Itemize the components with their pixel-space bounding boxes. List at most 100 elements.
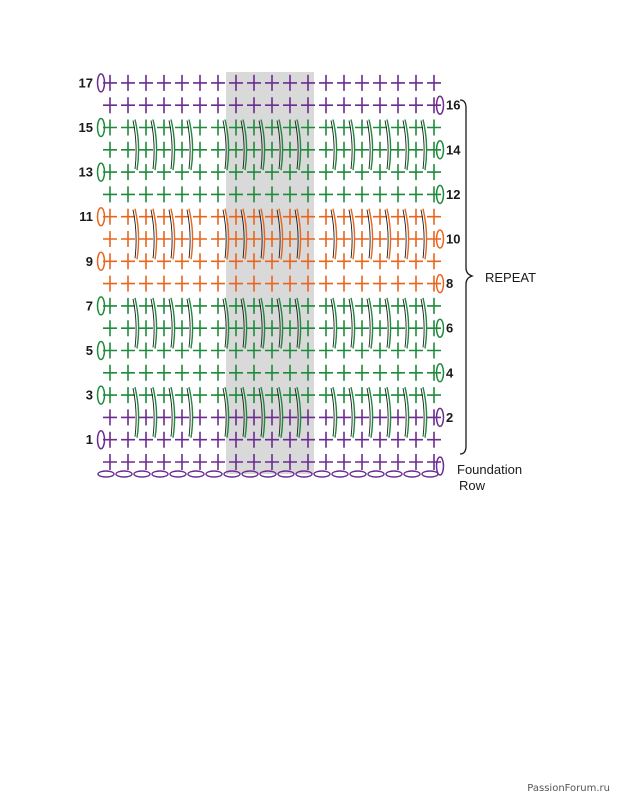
single-crochet-stitch bbox=[121, 364, 135, 381]
single-crochet-stitch bbox=[229, 297, 243, 314]
single-crochet-stitch bbox=[139, 253, 153, 270]
single-crochet-stitch bbox=[193, 275, 207, 292]
single-crochet-stitch bbox=[175, 342, 189, 359]
single-crochet-stitch bbox=[121, 141, 135, 158]
single-crochet-stitch bbox=[283, 387, 297, 404]
single-crochet-stitch bbox=[355, 320, 369, 337]
single-crochet-stitch bbox=[283, 297, 297, 314]
turning-chain-row-11 bbox=[96, 206, 106, 227]
front-post-stitch bbox=[278, 386, 284, 438]
single-crochet-stitch bbox=[283, 208, 297, 225]
single-crochet-stitch bbox=[103, 364, 117, 381]
single-crochet-stitch bbox=[391, 141, 405, 158]
single-crochet-stitch bbox=[427, 74, 441, 91]
single-crochet-stitch bbox=[265, 186, 279, 203]
front-post-stitch bbox=[368, 386, 374, 438]
single-crochet-stitch bbox=[211, 431, 225, 448]
single-crochet-stitch bbox=[103, 141, 117, 158]
single-crochet-stitch bbox=[103, 320, 117, 337]
single-crochet-stitch bbox=[139, 208, 153, 225]
turning-chain-row-6 bbox=[435, 318, 445, 338]
single-crochet-stitch bbox=[175, 297, 189, 314]
front-post-stitch bbox=[134, 119, 140, 171]
front-post-stitch bbox=[332, 386, 338, 438]
single-crochet-stitch bbox=[211, 297, 225, 314]
single-crochet-stitch bbox=[427, 320, 441, 337]
single-crochet-stitch bbox=[103, 275, 117, 292]
front-post-stitch bbox=[170, 386, 176, 438]
single-crochet-stitch bbox=[139, 409, 153, 426]
single-crochet-stitch bbox=[373, 320, 387, 337]
front-post-stitch bbox=[260, 386, 266, 438]
foundation-single-crochet bbox=[427, 454, 441, 470]
single-crochet-stitch bbox=[427, 97, 441, 114]
front-post-stitch bbox=[278, 208, 284, 260]
single-crochet-stitch bbox=[103, 297, 117, 314]
single-crochet-stitch bbox=[301, 320, 315, 337]
front-post-stitch bbox=[404, 386, 410, 438]
single-crochet-stitch bbox=[175, 186, 189, 203]
front-post-stitch-outline bbox=[132, 388, 137, 437]
turning-chain-row-8 bbox=[435, 273, 445, 294]
single-crochet-stitch bbox=[319, 141, 333, 158]
single-crochet-stitch bbox=[175, 141, 189, 158]
turning-chains bbox=[96, 73, 445, 450]
single-crochet-stitch bbox=[157, 275, 171, 292]
foundation-chain-stitch bbox=[403, 470, 421, 478]
front-post-stitch-outline bbox=[168, 120, 173, 170]
single-crochet-stitch bbox=[157, 119, 171, 136]
front-post-stitch bbox=[368, 297, 374, 349]
row-number-6: 6 bbox=[446, 321, 453, 336]
foundation-chain-stitch bbox=[115, 470, 133, 478]
single-crochet-stitch bbox=[319, 387, 333, 404]
single-crochet-stitch bbox=[229, 141, 243, 158]
single-crochet-stitch bbox=[229, 231, 243, 247]
post-stitches-row-3 bbox=[132, 386, 428, 438]
single-crochet-stitch bbox=[193, 141, 207, 158]
single-crochet-stitch bbox=[409, 253, 423, 270]
foundation-chain-stitch bbox=[421, 470, 439, 478]
repeat-label: REPEAT bbox=[485, 270, 536, 285]
single-crochet-stitch bbox=[211, 208, 225, 225]
single-crochet-stitch bbox=[229, 364, 243, 381]
single-crochet-stitch bbox=[121, 186, 135, 203]
single-crochet-stitch bbox=[139, 431, 153, 448]
front-post-stitch bbox=[332, 208, 338, 260]
single-crochet-stitch bbox=[427, 342, 441, 359]
single-crochet-stitch bbox=[247, 164, 261, 181]
single-crochet-stitch bbox=[157, 231, 171, 247]
foundation-turning-chain bbox=[435, 456, 445, 476]
single-crochet-stitch bbox=[265, 231, 279, 247]
single-crochet-stitch bbox=[247, 74, 261, 91]
front-post-stitch bbox=[242, 208, 248, 260]
turning-chain-row-17 bbox=[96, 73, 106, 93]
single-crochet-stitch bbox=[355, 208, 369, 225]
front-post-stitch-outline bbox=[402, 298, 407, 348]
front-post-stitch-outline bbox=[384, 120, 389, 170]
single-crochet-stitch bbox=[229, 253, 243, 270]
foundation-chain-stitch bbox=[133, 470, 151, 478]
single-crochet-stitch bbox=[229, 119, 243, 136]
single-crochet-stitch bbox=[247, 97, 261, 114]
single-crochet-stitch bbox=[139, 74, 153, 91]
front-post-stitch-outline bbox=[294, 388, 299, 437]
single-crochet-stitch bbox=[139, 275, 153, 292]
single-crochet-stitch bbox=[355, 231, 369, 247]
single-crochet-stitch bbox=[373, 208, 387, 225]
single-crochet-stitch bbox=[391, 364, 405, 381]
foundation-chain-stitch bbox=[259, 470, 277, 478]
turning-chain-row-9 bbox=[96, 251, 106, 272]
front-post-stitch bbox=[350, 386, 356, 438]
single-crochet-stitch bbox=[265, 74, 279, 91]
single-crochet-stitch bbox=[265, 119, 279, 136]
single-crochet-stitch bbox=[301, 297, 315, 314]
single-crochet-stitch bbox=[391, 387, 405, 404]
single-crochet-stitch bbox=[391, 431, 405, 448]
front-post-stitch bbox=[152, 297, 158, 349]
single-crochet-stitch bbox=[157, 342, 171, 359]
single-crochet-stitch bbox=[373, 431, 387, 448]
row-6 bbox=[103, 320, 441, 337]
single-crochet-stitch bbox=[337, 208, 351, 225]
foundation-single-crochet bbox=[391, 454, 405, 470]
single-crochet-stitch bbox=[121, 387, 135, 404]
